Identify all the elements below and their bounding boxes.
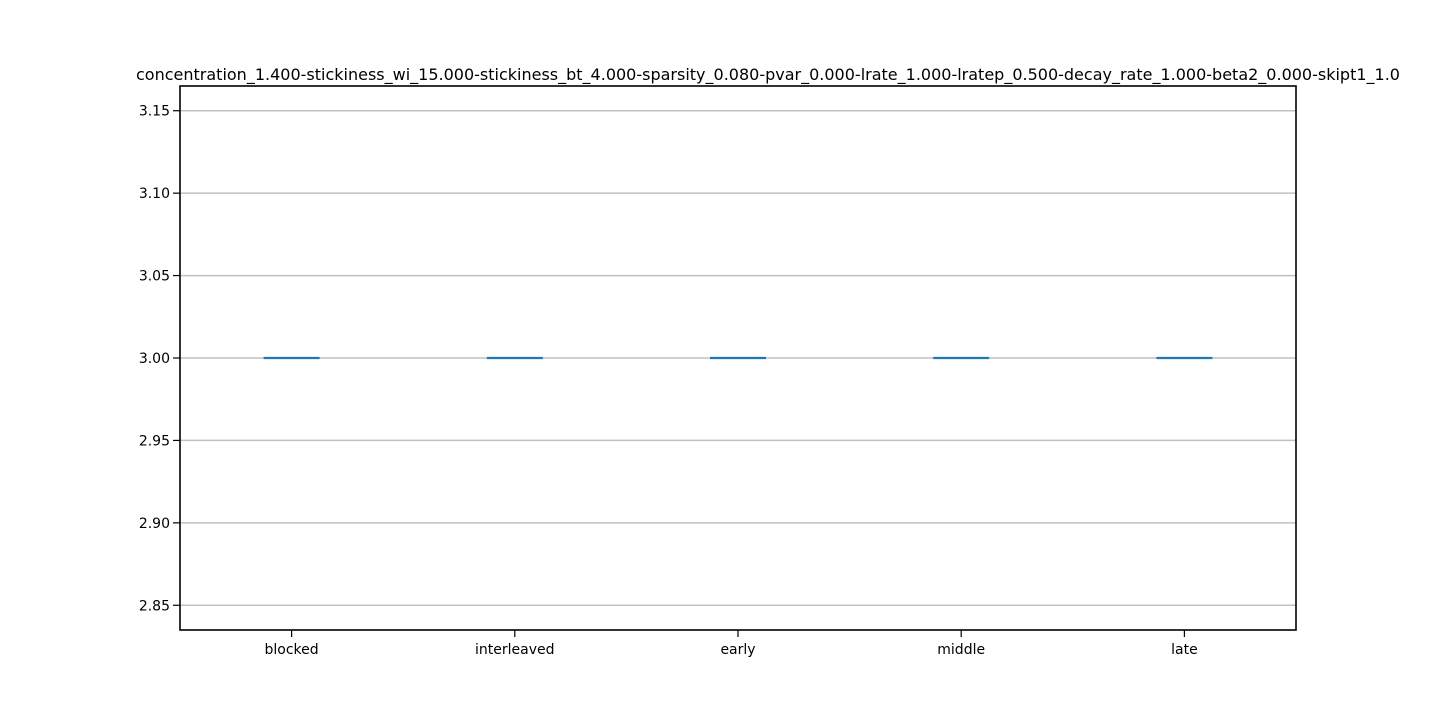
x-axis-ticks: blocked interleaved early middle late <box>265 630 1198 658</box>
y-tick-label: 3.05 <box>139 269 170 285</box>
y-tick-label: 2.90 <box>139 516 170 532</box>
y-tick-label: 3.10 <box>139 186 170 202</box>
x-tick-label: blocked <box>265 642 319 658</box>
y-grid-lines <box>180 109 1296 607</box>
x-tick-label: late <box>1171 642 1198 658</box>
x-tick-label: early <box>720 642 755 658</box>
x-tick-label: middle <box>937 642 985 658</box>
axes-frame <box>179 85 1297 631</box>
y-tick-label: 2.85 <box>139 598 170 614</box>
y-tick-label: 3.00 <box>139 351 170 367</box>
chart-title: concentration_1.400-stickiness_wi_15.000… <box>136 65 1400 85</box>
y-tick-label: 2.95 <box>139 433 170 449</box>
y-axis-ticks: 2.85 2.90 2.95 3.00 3.05 3.10 3.15 <box>139 104 180 614</box>
y-tick-label: 3.15 <box>139 104 170 120</box>
x-tick-label: interleaved <box>475 642 555 658</box>
